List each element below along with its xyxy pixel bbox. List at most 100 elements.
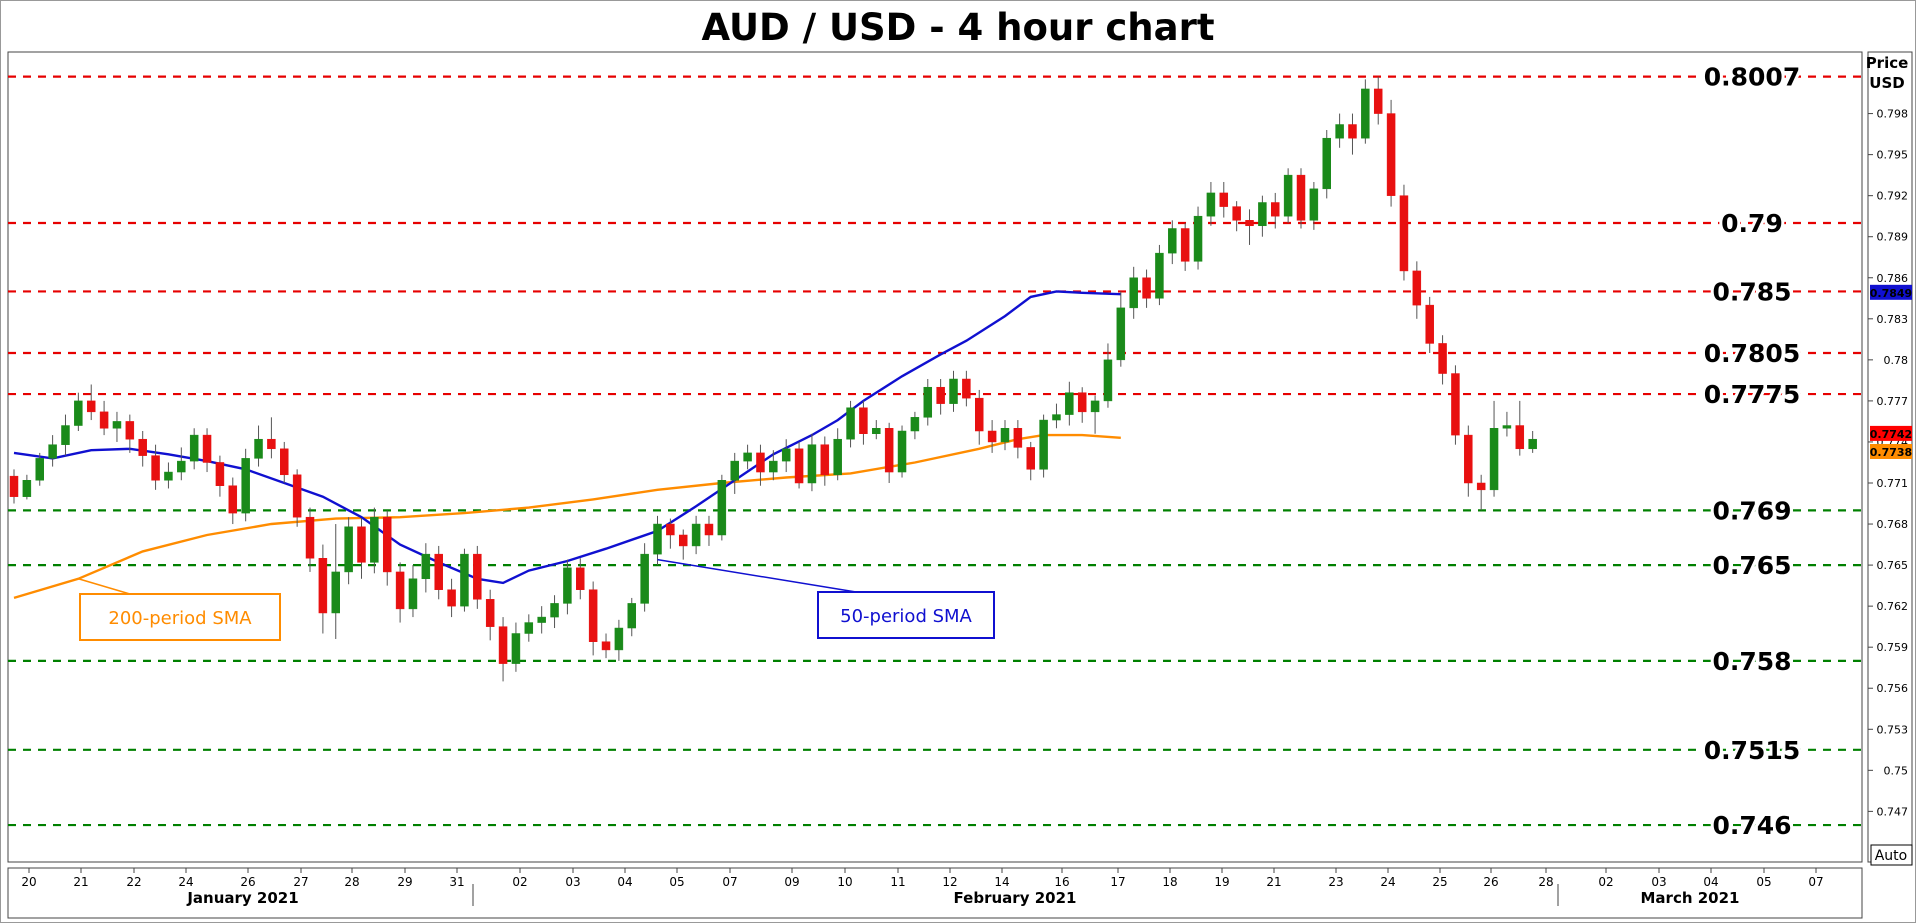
y-tick-label: 0.771 — [1877, 477, 1909, 490]
candle-body — [1039, 419, 1048, 470]
candle-body — [215, 462, 225, 486]
candle-body — [1464, 434, 1473, 484]
candle-body — [1489, 428, 1499, 491]
candle-body — [1090, 400, 1100, 413]
sma50-callout-box — [817, 591, 995, 639]
candle-body — [370, 516, 379, 563]
candle-body — [975, 397, 984, 432]
candle-body — [1361, 88, 1370, 139]
candle-body — [872, 428, 881, 434]
candle-body — [576, 567, 585, 590]
candle-body — [730, 460, 739, 481]
candle-body — [769, 460, 778, 473]
y-tick-label: 0.789 — [1877, 231, 1909, 244]
candle-body — [794, 448, 804, 484]
candle-body — [99, 411, 109, 429]
candle-body — [1296, 174, 1306, 221]
candle-body — [280, 448, 289, 476]
sma200-callout-box — [79, 593, 281, 641]
candle-body — [678, 534, 688, 547]
x-tick-label: 09 — [784, 875, 799, 889]
candle-body — [550, 603, 559, 618]
sma200-callout-text: 200-period SMA — [108, 608, 252, 629]
x-tick-label: 14 — [994, 875, 1009, 889]
candle-body — [666, 523, 675, 536]
x-tick-label: 25 — [1432, 875, 1447, 889]
y-axis-title: USD — [1869, 74, 1904, 92]
chart-title: AUD / USD - 4 hour chart — [701, 6, 1215, 49]
candle-body — [48, 444, 57, 459]
candle-body — [1412, 270, 1422, 306]
x-tick-label: 11 — [890, 875, 905, 889]
level-label: 0.785 — [1712, 277, 1791, 306]
price-tag-bg — [1870, 425, 1912, 441]
x-tick-label: 05 — [669, 875, 684, 889]
x-tick-label: 28 — [344, 875, 359, 889]
candle-body — [627, 603, 637, 629]
price-tag-label: 0.7738 — [1870, 446, 1912, 459]
level-label: 0.8007 — [1704, 63, 1800, 92]
y-axis-title: Price — [1866, 54, 1909, 72]
candle-body — [228, 485, 238, 514]
candle-body — [1309, 188, 1319, 221]
x-tick-label: 02 — [512, 875, 527, 889]
x-tick-label: 03 — [565, 875, 580, 889]
y-tick-label: 0.768 — [1877, 518, 1909, 531]
y-tick-label: 0.756 — [1877, 682, 1909, 695]
month-label: February 2021 — [954, 889, 1077, 907]
x-tick-label: 31 — [449, 875, 464, 889]
sma50-line — [13, 290, 1121, 585]
candle-body — [1283, 174, 1293, 217]
candle-body — [1116, 307, 1126, 361]
candle-body — [1168, 228, 1177, 254]
candle-body — [807, 444, 817, 484]
candle-body — [1348, 124, 1357, 139]
candle-body — [833, 438, 842, 476]
x-tick-label: 27 — [293, 875, 308, 889]
candle-body — [1232, 206, 1241, 221]
price-tag-label: 0.7849 — [1870, 287, 1912, 300]
x-tick-label: 29 — [397, 875, 412, 889]
candle-body — [923, 386, 933, 418]
candle-body — [524, 622, 534, 634]
candle-body — [74, 400, 83, 426]
level-label: 0.769 — [1712, 496, 1791, 525]
candle-body — [473, 553, 482, 600]
candle-body — [910, 417, 920, 432]
candle-body — [1065, 392, 1074, 415]
x-tick-label: 10 — [837, 875, 852, 889]
candle-body — [125, 421, 135, 440]
price-tag-label: 0.7742 — [1870, 428, 1912, 441]
candle-body — [717, 480, 727, 536]
price-tag-bg — [1870, 444, 1912, 460]
candle-body — [189, 434, 199, 462]
candle-body — [1502, 425, 1512, 429]
x-tick-label: 07 — [722, 875, 737, 889]
candle-body — [601, 641, 611, 651]
candle-body — [1000, 428, 1010, 443]
candle-body — [86, 400, 96, 413]
candle-body — [35, 458, 44, 481]
candle-body — [267, 438, 276, 450]
candle-body — [318, 558, 328, 614]
level-label: 0.79 — [1721, 209, 1783, 238]
candle-body — [653, 523, 662, 555]
y-tick-label: 0.795 — [1877, 149, 1909, 162]
candle-body — [9, 475, 19, 497]
candle-body — [241, 458, 250, 514]
sma50-callout-text: 50-period SMA — [840, 606, 972, 627]
candle-body — [1219, 192, 1229, 207]
candle-body — [884, 428, 894, 473]
candle-body — [640, 553, 649, 604]
candle-body — [1399, 195, 1409, 272]
candle-body — [61, 425, 70, 445]
candle-body — [859, 407, 868, 434]
candle-body — [292, 474, 302, 518]
candle-body — [395, 571, 405, 610]
candle-body — [1438, 343, 1447, 374]
sma200-line — [13, 433, 1121, 600]
candle-body — [202, 434, 212, 463]
x-tick-label: 04 — [617, 875, 632, 889]
sma200-callout-pointer — [78, 578, 131, 595]
candle-body — [460, 553, 469, 607]
